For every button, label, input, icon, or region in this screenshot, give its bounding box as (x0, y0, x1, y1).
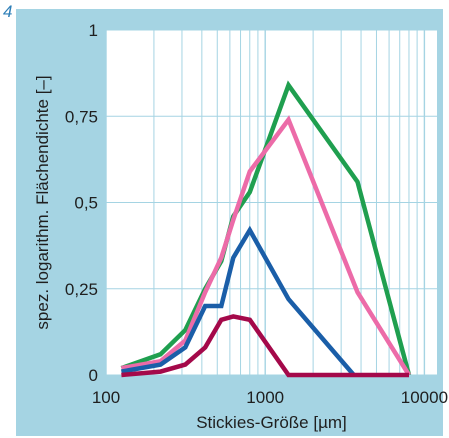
series-lines (120, 80, 412, 378)
y-axis-title: spez. logarithm. Flächendichte [–] (33, 75, 52, 329)
y-tick-label: 1 (89, 21, 98, 40)
series-line-2 (121, 115, 411, 377)
y-tick-label: 0,25 (65, 280, 98, 299)
series-line-3 (121, 225, 356, 377)
x-tick-label: 1000 (246, 388, 284, 407)
y-tick-label: 0,5 (74, 194, 98, 213)
figure-number: 4 (3, 2, 13, 21)
y-axis: 0 0,25 0,5 0,75 1 (65, 21, 98, 385)
x-tick-label: 10000 (401, 388, 448, 407)
x-axis-title: Stickies-Größe [µm] (196, 413, 347, 432)
y-tick-label: 0,75 (65, 107, 98, 126)
x-axis: 100 1000 10000 (92, 388, 448, 407)
series-line-4 (121, 314, 409, 378)
x-tick-label: 100 (92, 388, 120, 407)
y-tick-label: 0 (89, 366, 98, 385)
grid (105, 29, 437, 376)
